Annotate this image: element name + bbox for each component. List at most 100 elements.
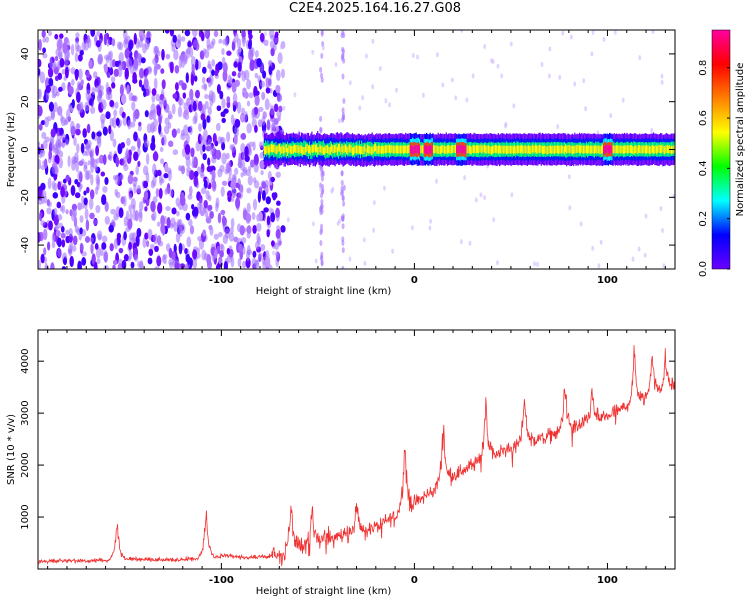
spectrogram-faint-cell: [509, 41, 513, 47]
spectrogram-noise-cell: [38, 141, 41, 148]
colorbar-tick-label: 0.2: [698, 211, 709, 227]
spectrogram-signal-cell: [622, 146, 625, 154]
spectrogram-noise-cell: [104, 176, 109, 186]
spectrogram-signal-cell: [277, 144, 279, 153]
spectrogram-noise-cell: [220, 209, 226, 216]
spectrogram-noise-cell: [192, 100, 197, 112]
spectrogram-noise-cell: [202, 117, 207, 130]
spectrogram-signal-cell: [598, 145, 600, 154]
spectrogram-noise-cell: [178, 96, 182, 106]
spectrogram-signal-cell: [596, 145, 598, 154]
spectrogram-signal-cell: [589, 146, 591, 154]
spectrogram-noise-cell: [38, 88, 41, 100]
spectrogram-signal-cell: [347, 146, 349, 155]
spectrogram-faint-cell: [558, 74, 562, 80]
spectrogram-signal-cell: [269, 144, 271, 153]
spectrogram-noise-cell: [78, 101, 84, 114]
spectrogram-faint-cell: [311, 49, 315, 55]
spectrogram-noise-cell: [211, 59, 216, 67]
spectrogram-noise-cell: [48, 101, 54, 112]
spectrogram-spike-cell: [342, 200, 346, 207]
spectrogram-noise-cell: [228, 232, 235, 242]
spectrogram-signal-cell: [651, 145, 653, 153]
spectrogram-noise-cell: [217, 212, 222, 224]
spectrogram-noise-cell: [275, 171, 281, 178]
spectrogram-noise-cell: [218, 256, 223, 265]
spectrogram-signal-cell: [458, 145, 460, 154]
spectrogram-signal-cell: [631, 145, 633, 154]
spectrogram-noise-cell: [60, 186, 65, 198]
spectrogram-signal-cell: [377, 146, 379, 154]
spectrogram-noise-cell: [213, 30, 219, 38]
spectrogram-noise-cell: [201, 76, 206, 84]
spectrogram-signal-cell: [340, 146, 342, 155]
spectrogram-faint-cell: [643, 252, 647, 258]
spectrogram-noise-cell: [104, 201, 109, 212]
spectrogram-signal-cell: [518, 145, 520, 154]
spectrogram-noise-cell: [112, 259, 118, 266]
spectrogram-noise-cell: [79, 227, 83, 235]
spectrogram-noise-cell: [81, 251, 87, 257]
spectrogram-noise-cell: [253, 153, 259, 166]
spectrogram-noise-cell: [96, 230, 103, 241]
spectrogram-noise-cell: [208, 224, 213, 231]
spectrogram-noise-cell: [105, 91, 111, 101]
spectrogram-noise-cell: [274, 31, 279, 38]
spectrogram-spike-cell: [342, 184, 346, 191]
spectrogram-noise-cell: [78, 171, 83, 183]
spectrogram-spike-cell: [342, 98, 346, 104]
spectrogram-noise-cell: [149, 243, 155, 250]
spectrogram-signal-cell: [468, 145, 470, 154]
spectrogram-noise-cell: [48, 220, 53, 231]
spectrogram-noise-cell: [251, 108, 255, 120]
colorbar-label: Normalized spectral amplitude: [735, 63, 746, 217]
spectrogram-noise-cell: [259, 80, 266, 88]
spectrogram-noise-cell: [253, 63, 258, 70]
spectrogram-noise-cell: [219, 243, 224, 250]
spectrogram-noise-cell: [201, 66, 207, 74]
spectrogram-noise-cell: [256, 222, 262, 232]
spectrogram-noise-cell: [126, 84, 130, 95]
spectrogram-noise-cell: [191, 155, 197, 166]
spectrogram-signal-cell: [605, 144, 607, 153]
spectrogram-noise-cell: [52, 61, 57, 70]
spectrogram-noise-cell: [38, 259, 42, 269]
spectrogram-noise-cell: [200, 187, 207, 195]
spectrogram-signal-cell: [461, 146, 464, 154]
spectrogram-noise-cell: [246, 187, 252, 194]
spectrogram-signal-cell: [501, 145, 503, 154]
spectrogram-noise-cell: [99, 85, 104, 92]
spectrogram-signal-cell: [621, 145, 623, 154]
spectrogram-noise-cell: [174, 64, 180, 74]
spectrogram-noise-cell: [38, 159, 42, 170]
spectrogram-noise-cell: [38, 68, 41, 76]
spectrogram-noise-cell: [73, 156, 79, 164]
spectrogram-noise-cell: [265, 196, 271, 205]
snr-ytick-label: 4000: [20, 348, 31, 373]
spectrogram-noise-cell: [178, 242, 183, 255]
spectrogram-noise-cell: [54, 33, 59, 40]
spectrogram-noise-cell: [261, 190, 266, 201]
spectrogram-noise-cell: [268, 77, 272, 87]
spectrogram-faint-cell: [591, 30, 595, 35]
spectrogram-signal-cell: [298, 146, 300, 155]
snr-xlabel: Height of straight line (km): [256, 586, 392, 597]
spectrogram-noise-cell: [197, 206, 202, 214]
spectrogram-noise-cell: [53, 207, 58, 217]
spectrogram-faint-cell: [454, 95, 458, 101]
spectrogram-noise-cell: [193, 170, 199, 178]
spectrogram-signal-cell: [272, 144, 274, 153]
spectrogram-signal-cell: [555, 145, 557, 154]
spectrogram-signal-cell: [423, 146, 425, 154]
spectrogram-noise-cell: [74, 69, 79, 81]
spectrogram-noise-cell: [128, 204, 132, 213]
spectrogram-noise-cell: [113, 109, 118, 118]
spectrogram-noise-cell: [87, 160, 91, 166]
spectrogram-noise-cell: [146, 31, 151, 39]
spectrogram-signal-cell: [613, 145, 615, 154]
spectrogram-signal-cell: [556, 145, 559, 154]
spectrogram-noise-cell: [95, 40, 101, 48]
spectrogram-noise-cell: [130, 198, 136, 209]
spectrogram-noise-cell: [236, 101, 242, 114]
spectrogram-noise-cell: [84, 101, 90, 112]
